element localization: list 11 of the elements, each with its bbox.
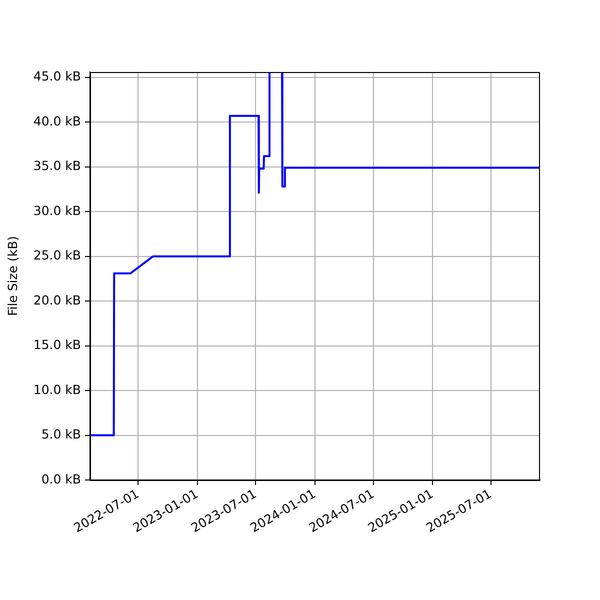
y-tick-label: 5.0 kB: [41, 426, 81, 442]
y-tick-label: 20.0 kB: [33, 292, 81, 308]
y-tick-label: 35.0 kB: [33, 158, 81, 174]
y-tick-label: 40.0 kB: [33, 113, 81, 128]
y-tick-label: 0.0 kB: [41, 471, 81, 486]
y-axis-title: File Size (kB): [4, 236, 20, 316]
y-tick-label: 45.0 kB: [33, 68, 81, 84]
y-tick-label: 15.0 kB: [33, 337, 81, 352]
y-tick-label: 25.0 kB: [33, 248, 81, 263]
y-tick-label: 30.0 kB: [33, 202, 81, 218]
y-tick-label: 10.0 kB: [33, 382, 81, 397]
